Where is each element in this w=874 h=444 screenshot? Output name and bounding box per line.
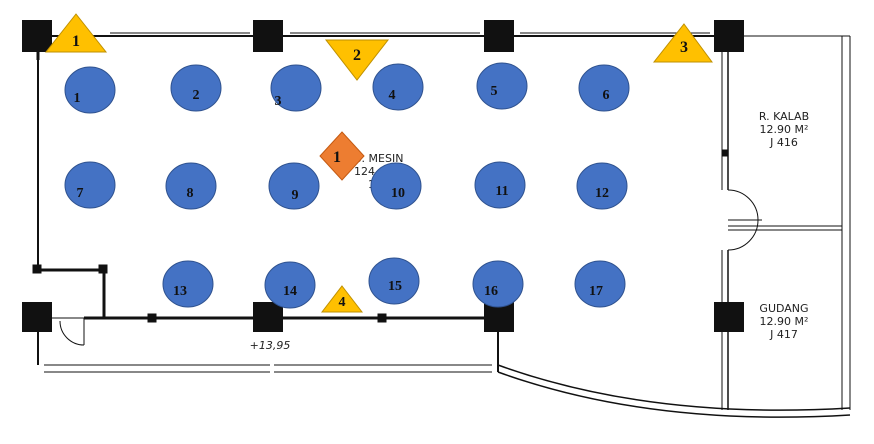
circle-marker-16: 16 — [473, 261, 523, 307]
triangle-label: 4 — [339, 295, 346, 310]
circle-label: 9 — [292, 188, 299, 203]
circle-label: 2 — [193, 88, 200, 103]
circle-marker-15: 15 — [369, 258, 419, 304]
circle-label: 14 — [283, 284, 297, 299]
circle-marker-13: 13 — [163, 261, 213, 307]
triangle-label: 2 — [353, 47, 361, 64]
triangle-marker-4: 4 — [322, 286, 362, 312]
circle-marker-8: 8 — [166, 163, 216, 209]
circle-label: 15 — [388, 279, 402, 294]
room-kalab-code: J 416 — [769, 136, 798, 149]
circle-shape — [163, 261, 213, 307]
circle-label: 3 — [275, 94, 282, 109]
circle-label: 6 — [603, 88, 610, 103]
room-gudang-area: 12.90 M² — [760, 315, 809, 328]
room-gudang-name: GUDANG — [759, 302, 808, 315]
circle-marker-1: 1 — [65, 67, 115, 113]
circle-marker-4: 4 — [373, 64, 423, 110]
circle-label: 1 — [74, 91, 81, 106]
circle-label: 5 — [491, 84, 498, 99]
circle-marker-17: 17 — [575, 261, 625, 307]
circle-marker-9: 9 — [269, 163, 319, 209]
circle-label: 10 — [391, 186, 405, 201]
circle-shape — [65, 67, 115, 113]
room-main-area: 124 — [354, 165, 375, 178]
circle-marker-3: 3 — [271, 65, 321, 111]
circle-label: 8 — [187, 186, 194, 201]
circle-label: 4 — [389, 88, 396, 103]
diamond-label: 1 — [333, 149, 341, 166]
room-kalab-name: R. KALAB — [759, 110, 809, 123]
circle-marker-10: 10 — [371, 163, 421, 209]
circle-marker-2: 2 — [171, 65, 221, 111]
walls — [24, 33, 850, 417]
circle-marker-12: 12 — [577, 163, 627, 209]
circle-label: 7 — [77, 186, 84, 201]
elevation-label: +13,95 — [250, 339, 291, 352]
triangle-marker-3: 3 — [654, 24, 712, 62]
circle-label: 12 — [595, 186, 609, 201]
room-kalab-area: 12.90 M² — [760, 123, 809, 136]
triangle-label: 3 — [680, 39, 688, 56]
circle-shape — [477, 63, 527, 109]
room-gudang-code: J 417 — [769, 328, 798, 341]
circle-marker-11: 11 — [475, 162, 525, 208]
circle-shape — [473, 261, 523, 307]
circle-label: 13 — [173, 284, 187, 299]
circle-label: 11 — [495, 184, 508, 199]
room-kalab-label: R. KALAB 12.90 M² J 416 — [759, 110, 809, 149]
circle-shape — [373, 64, 423, 110]
circle-shape — [65, 162, 115, 208]
triangle-marker-1: 1 — [46, 14, 106, 52]
triangle-label: 1 — [72, 33, 80, 50]
circle-marker-5: 5 — [477, 63, 527, 109]
circle-label: 17 — [589, 284, 603, 299]
circle-marker-14: 14 — [265, 262, 315, 308]
circle-marker-7: 7 — [65, 162, 115, 208]
circle-label: 16 — [484, 284, 498, 299]
circle-marker-6: 6 — [579, 65, 629, 111]
room-gudang-label: GUDANG 12.90 M² J 417 — [759, 302, 808, 341]
